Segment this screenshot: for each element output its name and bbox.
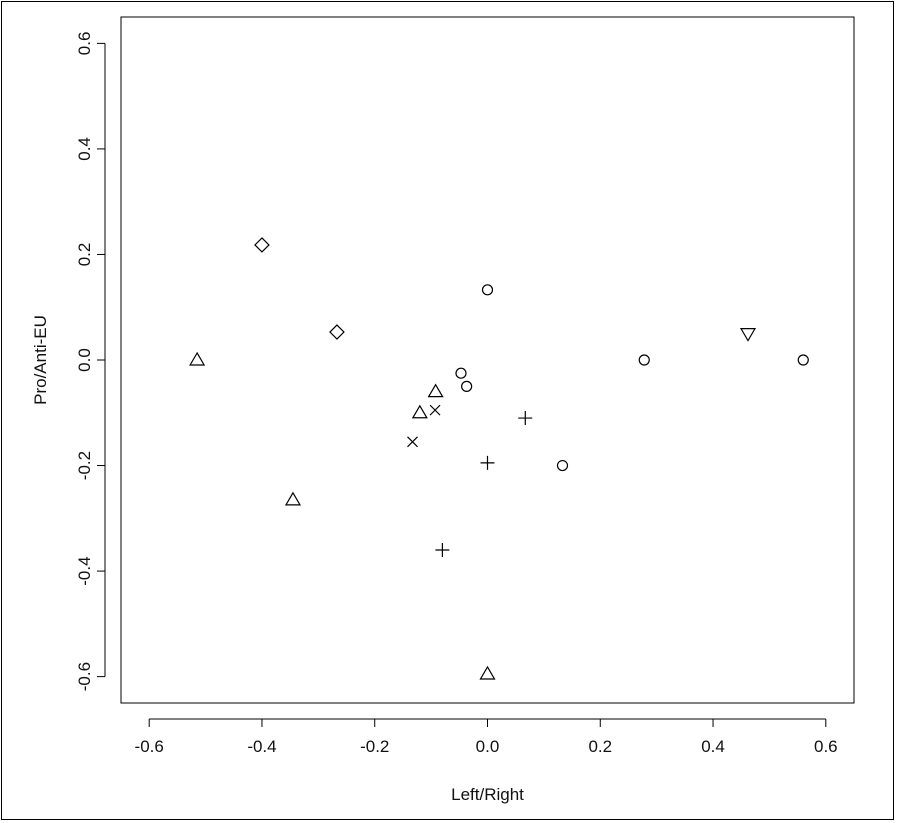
plus-marker bbox=[518, 411, 533, 426]
x-tick-label: -0.4 bbox=[247, 737, 276, 756]
y-tick-label: 0.2 bbox=[75, 243, 94, 267]
x-cross-marker bbox=[407, 436, 418, 448]
triangle-marker bbox=[427, 383, 444, 398]
y-axis: -0.6 -0.4 -0.2 0.0 0.2 0.4 0.6 bbox=[75, 32, 106, 691]
x-tick-label: -0.2 bbox=[360, 737, 389, 756]
circle-marker bbox=[797, 354, 809, 366]
y-tick-label: 0.6 bbox=[75, 32, 94, 56]
x-tick-label: -0.6 bbox=[135, 737, 164, 756]
x-tick-label: 0.2 bbox=[588, 737, 612, 756]
triangle-down-marker bbox=[739, 328, 757, 342]
circle-marker bbox=[461, 380, 473, 392]
x-axis: -0.6 -0.4 -0.2 0.0 0.2 0.4 0.6 bbox=[135, 718, 838, 756]
y-axis-title: Pro/Anti-EU bbox=[31, 315, 50, 405]
plus-marker bbox=[480, 455, 495, 470]
x-tick-label: 0.0 bbox=[476, 737, 500, 756]
y-tick-label: -0.6 bbox=[75, 662, 94, 691]
y-tick-label: -0.4 bbox=[75, 556, 94, 585]
x-tick-label: 0.4 bbox=[701, 737, 725, 756]
circle-marker bbox=[455, 367, 467, 379]
y-tick-label: -0.2 bbox=[75, 451, 94, 480]
triangle-marker bbox=[411, 404, 428, 419]
circle-marker bbox=[638, 354, 650, 366]
triangle-marker bbox=[479, 665, 496, 680]
plus-marker bbox=[435, 542, 450, 557]
data-points bbox=[189, 237, 809, 680]
x-axis-title: Left/Right bbox=[451, 785, 524, 804]
y-tick-label: 0.0 bbox=[75, 348, 94, 372]
diamond-marker bbox=[254, 237, 270, 253]
triangle-marker bbox=[284, 491, 302, 506]
diamond-marker bbox=[329, 324, 345, 340]
x-tick-label: 0.6 bbox=[814, 737, 838, 756]
y-tick-label: 0.4 bbox=[75, 137, 94, 161]
triangle-marker bbox=[189, 351, 206, 366]
plot-area-border bbox=[120, 16, 855, 704]
x-cross-marker bbox=[429, 404, 441, 416]
circle-marker bbox=[556, 459, 569, 472]
circle-marker bbox=[481, 284, 494, 296]
